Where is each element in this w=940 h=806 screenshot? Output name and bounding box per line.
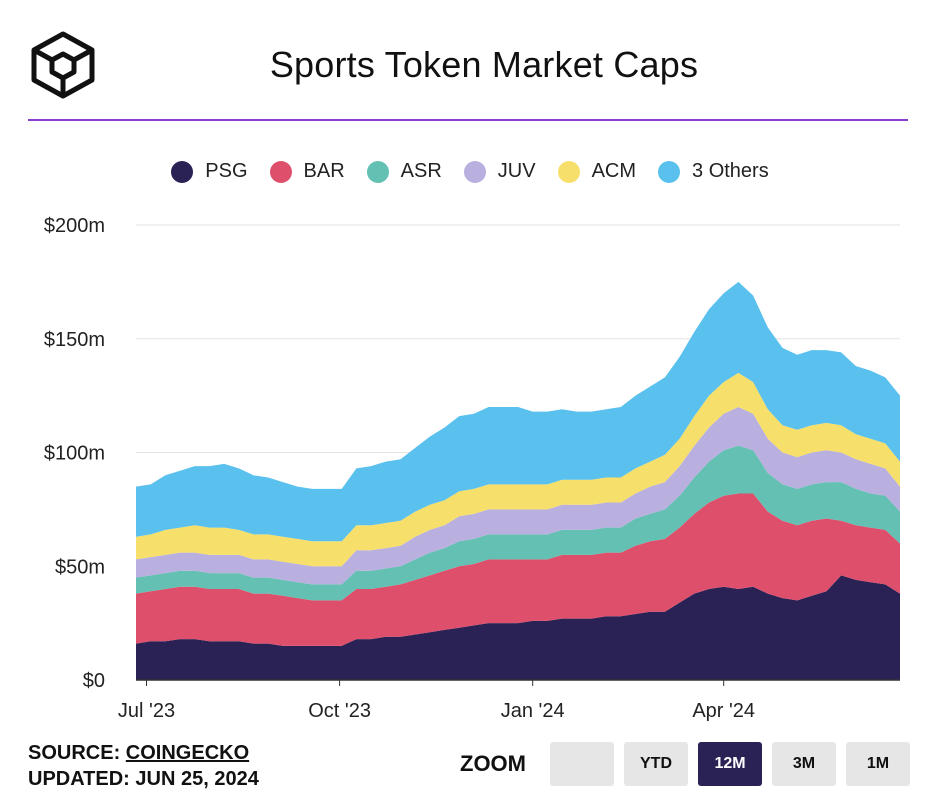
x-tick-label: Jul '23 — [118, 700, 175, 722]
legend-label: ASR — [400, 160, 442, 182]
legend-label: PSG — [205, 160, 248, 182]
legend-label: BAR — [303, 160, 345, 182]
area-series-4 — [136, 407, 900, 585]
y-tick-label: $100m — [44, 443, 105, 465]
legend-label: JUV — [497, 160, 536, 182]
legend-swatch — [557, 160, 580, 183]
legend-item-2[interactable]: BAR — [269, 160, 345, 183]
area-series-5 — [136, 372, 900, 567]
y-tick-label: $50m — [55, 556, 105, 578]
legend-label: 3 Others — [692, 160, 769, 182]
stacked-area-chart: $0 $50m $100m $150m $200m Jul '23 Oct '23 Jan '… — [44, 215, 900, 722]
zoom-button-12m[interactable]: 12M — [698, 742, 762, 786]
chart-legend: PSG BAR ASR JUV ACM 3 Others — [0, 160, 940, 183]
legend-swatch — [658, 160, 681, 183]
zoom-controls: ZOOM YTD 12M 3M 1M — [460, 742, 910, 786]
source-link[interactable]: COINGECKO — [125, 742, 250, 764]
source-block: SOURCE: COINGECKO UPDATED: JUN 25, 2024 — [28, 740, 259, 792]
zoom-label: ZOOM — [460, 751, 526, 776]
y-tick-label: $150m — [44, 329, 105, 351]
area-series-1 — [136, 575, 900, 680]
zoom-button-blank[interactable] — [550, 742, 614, 786]
x-tick-label: Apr '24 — [692, 700, 755, 722]
legend-swatch — [366, 160, 389, 183]
legend-swatch — [269, 160, 292, 183]
legend-item-6[interactable]: 3 Others — [658, 160, 769, 183]
legend-item-3[interactable]: ASR — [366, 160, 442, 183]
legend-label: ACM — [591, 160, 637, 182]
legend-swatch — [463, 160, 486, 183]
area-series-6 — [136, 281, 900, 542]
zoom-button-1m[interactable]: 1M — [846, 742, 910, 786]
legend-item-5[interactable]: ACM — [557, 160, 637, 183]
y-tick-label: $0 — [83, 670, 105, 692]
y-tick-label: $200m — [44, 215, 105, 237]
x-tick-label: Oct '23 — [308, 700, 371, 722]
title-divider — [28, 119, 908, 121]
updated-label: UPDATED: — [28, 768, 130, 790]
zoom-button-ytd[interactable]: YTD — [624, 742, 688, 786]
logo-icon — [31, 31, 95, 99]
legend-swatch — [171, 160, 194, 183]
legend-item-4[interactable]: JUV — [463, 160, 536, 183]
source-label: SOURCE: — [28, 742, 121, 764]
page-title: Sports Token Market Caps — [269, 44, 699, 85]
updated-value: JUN 25, 2024 — [135, 768, 259, 790]
x-tick-label: Jan '24 — [501, 700, 565, 722]
area-series-2 — [136, 493, 900, 646]
area-series-3 — [136, 445, 900, 601]
zoom-button-3m[interactable]: 3M — [772, 742, 836, 786]
legend-item-1[interactable]: PSG — [171, 160, 248, 183]
